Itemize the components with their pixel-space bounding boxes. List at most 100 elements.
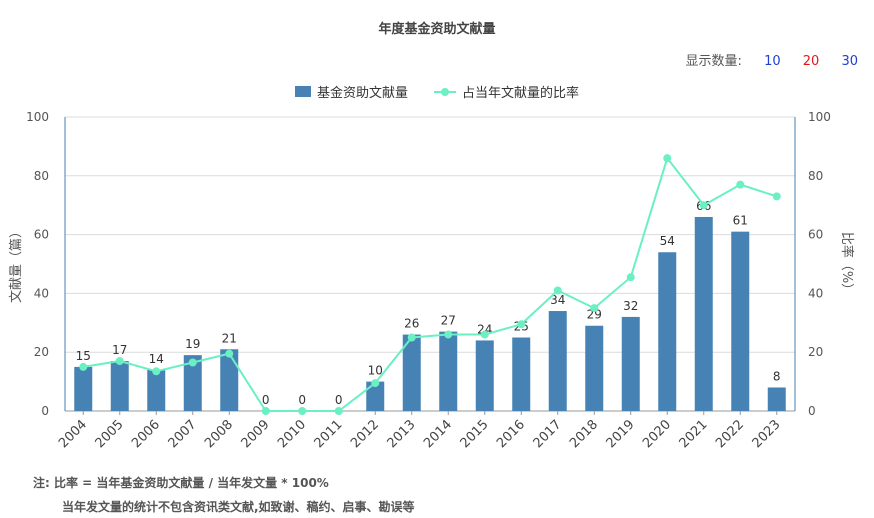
ratio-point <box>79 362 88 371</box>
bar-value-label: 8 <box>773 369 781 383</box>
x-tick-label: 2015 <box>458 417 492 451</box>
legend-line-swatch <box>434 86 456 97</box>
bar-value-label: 19 <box>185 337 200 351</box>
bar <box>475 340 494 411</box>
x-tick-label: 2005 <box>93 417 127 451</box>
legend-bar-swatch <box>294 86 311 97</box>
x-tick-label: 2011 <box>312 417 346 451</box>
y-left-tick-label: 40 <box>34 286 49 300</box>
bar-value-label: 0 <box>298 393 306 407</box>
bar <box>366 381 385 411</box>
ratio-line <box>83 156 778 412</box>
bar-value-label: 32 <box>623 299 638 313</box>
y-right-axis-title: 比率（%） <box>839 232 855 296</box>
ratio-point <box>517 320 526 329</box>
ratio-point <box>699 201 708 210</box>
chart-title: 年度基金资助文献量 <box>378 22 496 37</box>
bar <box>658 252 677 411</box>
bar <box>585 325 604 411</box>
y-right-tick-label: 0 <box>808 404 816 418</box>
x-tick-label: 2010 <box>275 417 309 451</box>
ratio-point <box>334 407 343 415</box>
ratio-point <box>553 286 562 295</box>
bar-value-label: 0 <box>335 393 343 407</box>
y-right-tick-label: 80 <box>808 169 823 183</box>
bar-value-label: 29 <box>587 308 602 322</box>
y-right-tick-label: 60 <box>808 228 823 242</box>
ratio-point <box>480 330 489 339</box>
bar <box>147 369 166 411</box>
bar <box>110 361 129 411</box>
x-tick-label: 2017 <box>531 417 565 451</box>
note-line-2: 当年发文量的统计不包含资讯类文献,如致谢、稿约、启事、勘误等 <box>62 500 415 514</box>
bar <box>731 231 750 411</box>
bar-value-label: 15 <box>76 349 91 363</box>
bar-value-label: 14 <box>149 352 164 366</box>
ratio-point <box>225 349 234 358</box>
y-right-tick-label: 100 <box>808 110 831 124</box>
chart-legend: 基金资助文献量 占当年文献量的比率 <box>0 82 874 101</box>
ratio-point <box>261 407 270 415</box>
bar-value-label: 10 <box>368 364 383 378</box>
display-count-option-10[interactable]: 10 <box>764 54 781 69</box>
x-tick-label: 2009 <box>239 417 273 451</box>
x-tick-label: 2004 <box>56 417 90 451</box>
y-left-tick-label: 20 <box>34 345 49 359</box>
bar <box>548 311 567 411</box>
ratio-point <box>188 358 197 367</box>
bar <box>402 334 421 411</box>
display-count-option-30[interactable]: 30 <box>841 54 858 69</box>
y-left-tick-label: 60 <box>34 228 49 242</box>
bar <box>694 216 713 411</box>
x-tick-label: 2013 <box>385 417 419 451</box>
y-left-tick-label: 80 <box>34 169 49 183</box>
display-count-option-20[interactable]: 20 <box>802 54 820 69</box>
x-tick-label: 2019 <box>604 417 638 451</box>
display-count-label: 显示数量: <box>685 54 742 69</box>
ratio-point <box>371 379 380 388</box>
ratio-point <box>626 273 635 282</box>
ratio-point <box>736 180 745 189</box>
bar-value-label: 61 <box>733 214 748 228</box>
ratio-point <box>407 333 416 342</box>
x-tick-label: 2014 <box>421 417 455 451</box>
bar <box>512 337 531 411</box>
x-tick-label: 2023 <box>750 417 784 451</box>
x-tick-label: 2018 <box>567 417 601 451</box>
note-line-1: 注: 比率 = 当年基金资助文献量 / 当年发文量 * 100% <box>33 476 329 490</box>
x-tick-label: 2020 <box>640 417 674 451</box>
bar-value-label: 0 <box>262 393 270 407</box>
bar <box>183 355 202 411</box>
ratio-point <box>115 357 124 366</box>
legend-line-label: 占当年文献量的比率 <box>462 86 580 101</box>
bar-value-label: 21 <box>222 331 237 345</box>
legend-item-bar[interactable]: 基金资助文献量 <box>294 82 408 101</box>
ratio-point <box>444 330 453 339</box>
y-right-tick-label: 40 <box>808 286 823 300</box>
x-tick-label: 2007 <box>166 417 200 451</box>
ratio-point <box>590 304 599 313</box>
y-left-axis-title: 文献量（篇） <box>9 225 24 303</box>
y-right-tick-label: 20 <box>808 345 823 359</box>
legend-item-line[interactable]: 占当年文献量的比率 <box>434 82 579 101</box>
bar-value-label: 17 <box>112 343 127 357</box>
bar-value-label: 34 <box>550 293 565 307</box>
x-tick-label: 2022 <box>713 417 747 451</box>
bar <box>767 387 786 411</box>
ratio-point <box>772 192 781 201</box>
y-left-tick-label: 100 <box>26 110 49 124</box>
bar <box>220 349 239 411</box>
bar <box>439 331 458 411</box>
bar <box>74 366 93 411</box>
x-tick-label: 2006 <box>129 417 163 451</box>
x-tick-label: 2012 <box>348 417 382 451</box>
x-tick-label: 2008 <box>202 417 236 451</box>
ratio-point <box>152 367 161 376</box>
ratio-point <box>298 407 307 415</box>
ratio-point <box>663 154 672 163</box>
x-tick-label: 2016 <box>494 417 528 451</box>
bar-value-label: 26 <box>404 317 419 331</box>
legend-bar-label: 基金资助文献量 <box>316 86 408 101</box>
bar-value-label: 54 <box>660 234 675 248</box>
